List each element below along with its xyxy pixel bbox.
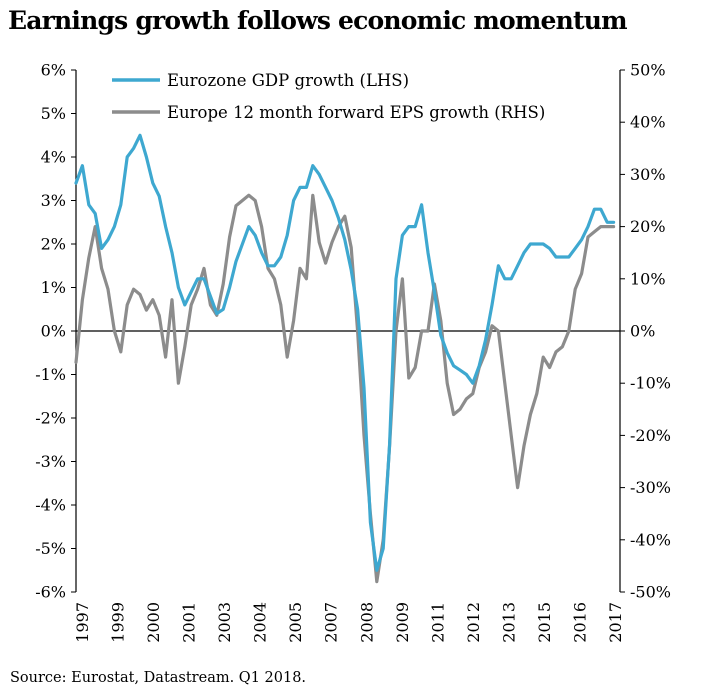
y-left-tick-labels: 6% 5% 4% 3% 2% 1% 0% -1% -2% -3% -4% -5% -6% bbox=[35, 61, 76, 602]
y-right-tick-label: -10% bbox=[630, 374, 671, 393]
series-layer bbox=[74, 133, 616, 584]
y-right-tick-label: 0% bbox=[630, 322, 655, 341]
chart-title: Earnings growth follows economic momentu… bbox=[8, 6, 628, 35]
x-tick-label: 2016 bbox=[570, 602, 589, 643]
y-right-tick-label: 50% bbox=[630, 61, 666, 80]
x-tick-label: 1997 bbox=[73, 602, 92, 643]
x-tick-labels: 1997 1999 2000 2001 2003 2004 2005 2007 2008 2009… bbox=[73, 602, 625, 643]
x-tick-label: 2012 bbox=[464, 602, 483, 643]
y-left-tick-label: 0% bbox=[41, 322, 66, 341]
y-left-tick-label: 2% bbox=[41, 235, 66, 254]
axes bbox=[75, 70, 621, 592]
x-tick-label: 2005 bbox=[286, 602, 305, 643]
y-left-tick-label: 4% bbox=[41, 148, 66, 167]
y-left-tick-label: 3% bbox=[41, 191, 66, 210]
y-right-tick-label: -40% bbox=[630, 530, 671, 549]
y-right-tick-label: -20% bbox=[630, 426, 671, 445]
x-tick-label: 2003 bbox=[215, 602, 234, 643]
y-left-tick-label: -3% bbox=[35, 452, 66, 471]
y-right-tick-label: -50% bbox=[630, 583, 671, 602]
legend-label: Eurozone GDP growth (LHS) bbox=[167, 71, 409, 90]
source-note: Source: Eurostat, Datastream. Q1 2018. bbox=[10, 670, 307, 686]
x-tick-label: 2011 bbox=[428, 602, 447, 643]
y-left-tick-label: -5% bbox=[35, 539, 66, 558]
legend-item-eurozone-gdp: Eurozone GDP growth (LHS) bbox=[112, 71, 409, 90]
x-tick-label: 2015 bbox=[535, 602, 554, 643]
y-left-tick-label: -1% bbox=[35, 365, 66, 384]
y-left-tick-label: 1% bbox=[41, 278, 66, 297]
y-right-tick-label: 20% bbox=[630, 217, 666, 236]
x-tick-label: 2013 bbox=[499, 602, 518, 643]
x-tick-label: 2007 bbox=[322, 602, 341, 643]
y-right-tick-label: 30% bbox=[630, 165, 666, 184]
y-left-tick-label: -2% bbox=[35, 409, 66, 428]
y-left-tick-label: -6% bbox=[35, 583, 66, 602]
legend-item-europe-eps: Europe 12 month forward EPS growth (RHS) bbox=[112, 103, 545, 122]
series-line-eurozone-gdp bbox=[74, 133, 616, 572]
x-tick-label: 1999 bbox=[109, 602, 128, 643]
y-left-tick-label: 6% bbox=[41, 61, 66, 80]
y-left-tick-label: 5% bbox=[41, 104, 66, 123]
y-right-tick-label: 10% bbox=[630, 269, 666, 288]
series-line-europe-eps bbox=[74, 193, 616, 584]
y-right-tick-label: 40% bbox=[630, 113, 666, 132]
x-tick-label: 2001 bbox=[180, 602, 199, 643]
y-right-tick-labels: 50% 40% 30% 20% 10% 0% -10% -20% -30% -40% -50% bbox=[620, 61, 671, 602]
x-tick-label: 2009 bbox=[393, 602, 412, 643]
x-tick-label: 2008 bbox=[357, 602, 376, 643]
legend: Eurozone GDP growth (LHS) Europe 12 month… bbox=[112, 71, 545, 122]
y-right-tick-label: -30% bbox=[630, 478, 671, 497]
x-tick-label: 2000 bbox=[144, 602, 163, 643]
x-tick-label: 2004 bbox=[251, 602, 270, 643]
x-tick-label: 2017 bbox=[606, 602, 625, 643]
legend-label: Europe 12 month forward EPS growth (RHS) bbox=[167, 103, 545, 122]
y-left-tick-label: -4% bbox=[35, 496, 66, 515]
